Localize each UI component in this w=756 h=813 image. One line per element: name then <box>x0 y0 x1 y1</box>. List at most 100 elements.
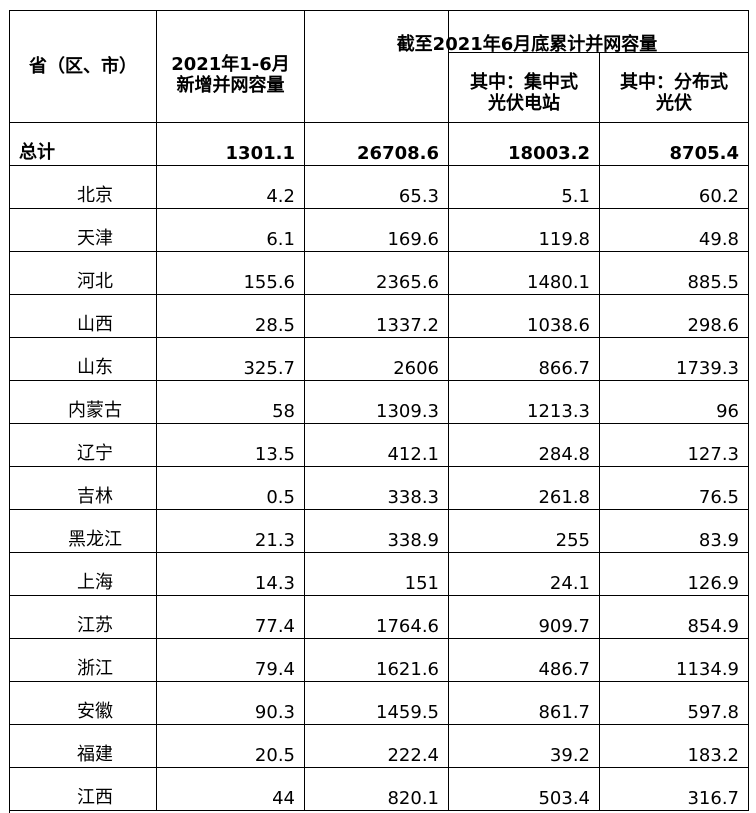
region-cell: 浙江 <box>10 639 157 682</box>
cell-text: 255 <box>555 530 590 551</box>
value-cell: 4.2 <box>157 166 305 209</box>
cell-text: 24.1 <box>549 573 590 594</box>
cell-text: 1301.1 <box>225 143 295 164</box>
value-cell: 20.5 <box>157 725 305 768</box>
cell-text: 284.8 <box>538 444 590 465</box>
cell-text: 20.5 <box>254 745 295 766</box>
cell-text: 486.7 <box>538 659 590 680</box>
value-cell: 866.7 <box>449 338 600 381</box>
value-cell: 79.4 <box>157 639 305 682</box>
cell-text: 26708.6 <box>357 143 439 164</box>
value-cell: 18003.2 <box>449 123 600 166</box>
region-cell: 江苏 <box>10 596 157 639</box>
value-cell: 1459.5 <box>305 682 449 725</box>
cell-text: 河北 <box>77 271 113 292</box>
value-cell: 1739.3 <box>600 338 749 381</box>
value-cell: 39.2 <box>449 725 600 768</box>
cell-text: 吉林 <box>77 486 113 507</box>
value-cell: 1309.3 <box>305 381 449 424</box>
cell-text: 58 <box>272 401 295 422</box>
cell-text: 山西 <box>77 314 113 335</box>
value-cell: 885.5 <box>600 252 749 295</box>
cell-text: 820.1 <box>387 788 439 809</box>
value-cell: 77.4 <box>157 596 305 639</box>
value-cell: 60.2 <box>600 166 749 209</box>
header-text: 其中：分布式 <box>620 71 728 93</box>
cell-text: 14.3 <box>254 573 295 594</box>
cell-text: 155.6 <box>243 272 295 293</box>
cell-text: 总计 <box>19 142 55 163</box>
cell-text: 127.3 <box>687 444 739 465</box>
cell-text: 上海 <box>77 572 113 593</box>
value-cell: 338.9 <box>305 510 449 553</box>
value-cell: 597.8 <box>600 682 749 725</box>
region-cell: 江西 <box>10 768 157 811</box>
cell-text: 山东 <box>77 357 113 378</box>
cell-text: 169.6 <box>387 229 439 250</box>
value-cell: 5.1 <box>449 166 600 209</box>
cell-text: 黑龙江 <box>68 529 122 550</box>
cell-text: 503.4 <box>538 788 590 809</box>
value-cell: 255 <box>449 510 600 553</box>
header-total <box>305 11 449 123</box>
cell-text: 1480.1 <box>527 272 590 293</box>
header-text: 2021年1-6月 <box>171 53 290 75</box>
value-cell: 222.4 <box>305 725 449 768</box>
cell-text: 辽宁 <box>77 443 113 464</box>
cell-text: 39.2 <box>549 745 590 766</box>
cell-text: 13.5 <box>254 444 295 465</box>
cell-text: 96 <box>716 401 739 422</box>
value-cell: 1764.6 <box>305 596 449 639</box>
region-cell: 福建 <box>10 725 157 768</box>
cell-text: 77.4 <box>254 616 295 637</box>
header-added: 2021年1-6月 新增并网容量 <box>157 11 305 123</box>
header-region: 省（区、市） <box>10 11 157 123</box>
cell-text: 4.2 <box>266 186 295 207</box>
cell-text: 5.1 <box>561 186 590 207</box>
cell-text: 183.2 <box>687 745 739 766</box>
header-text: 光伏 <box>656 92 692 114</box>
cell-text: 119.8 <box>538 229 590 250</box>
value-cell: 76.5 <box>600 467 749 510</box>
cell-text: 1309.3 <box>376 401 439 422</box>
region-cell: 山西 <box>10 295 157 338</box>
value-cell: 486.7 <box>449 639 600 682</box>
value-cell: 338.3 <box>305 467 449 510</box>
region-cell: 上海 <box>10 553 157 596</box>
cell-text: 6.1 <box>266 229 295 250</box>
header-text: 其中：集中式 <box>470 71 578 93</box>
value-cell: 1621.6 <box>305 639 449 682</box>
value-cell: 183.2 <box>600 725 749 768</box>
cell-text: 8705.4 <box>669 143 739 164</box>
header-right-edge <box>600 11 749 53</box>
value-cell: 2606 <box>305 338 449 381</box>
cell-text: 261.8 <box>538 487 590 508</box>
value-cell: 24.1 <box>449 553 600 596</box>
region-cell: 山东 <box>10 338 157 381</box>
cell-text: 安徽 <box>77 701 113 722</box>
region-cell: 河北 <box>10 252 157 295</box>
value-cell: 90.3 <box>157 682 305 725</box>
value-cell: 909.7 <box>449 596 600 639</box>
value-cell: 0.5 <box>157 467 305 510</box>
value-cell: 13.5 <box>157 424 305 467</box>
cell-text: 83.9 <box>698 530 739 551</box>
cell-text: 1764.6 <box>376 616 439 637</box>
region-cell: 辽宁 <box>10 424 157 467</box>
value-cell: 126.9 <box>600 553 749 596</box>
cell-text: 65.3 <box>398 186 439 207</box>
value-cell: 119.8 <box>449 209 600 252</box>
value-cell: 1480.1 <box>449 252 600 295</box>
cell-text: 28.5 <box>254 315 295 336</box>
cell-text: 浙江 <box>77 658 113 679</box>
value-cell: 21.3 <box>157 510 305 553</box>
cell-text: 866.7 <box>538 358 590 379</box>
frame-left <box>9 10 10 813</box>
value-cell: 83.9 <box>600 510 749 553</box>
cell-text: 2606 <box>393 358 439 379</box>
value-cell: 8705.4 <box>600 123 749 166</box>
cell-text: 1213.3 <box>527 401 590 422</box>
value-cell: 261.8 <box>449 467 600 510</box>
value-cell: 169.6 <box>305 209 449 252</box>
